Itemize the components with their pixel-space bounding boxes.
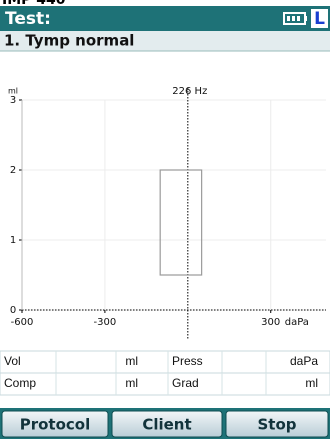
table-row: [0, 372, 330, 396]
button-label[interactable]: Client: [142, 416, 191, 434]
chart: 0 1 2 3ml -600 -300 300 daPa 226 Hz: [8, 86, 326, 340]
table-cell: ml: [305, 376, 318, 390]
table-cell: daPa: [290, 354, 318, 368]
x-tick-label: -300: [94, 317, 117, 328]
y-tick-label: 3: [10, 95, 16, 106]
header-bar: [0, 6, 330, 31]
y-tick-label: 1: [10, 235, 16, 246]
ear-box: [311, 9, 328, 28]
ear-indicator: L: [314, 9, 325, 29]
table-cell: ml: [125, 376, 138, 390]
table-cell: Comp: [4, 376, 36, 390]
battery-icon: [283, 12, 307, 25]
table-cell: Grad: [172, 376, 199, 390]
button[interactable]: [1, 410, 109, 438]
test-name: 1. Tymp normal: [4, 32, 134, 50]
device-name: IMP 440: [2, 0, 66, 8]
button-label[interactable]: Stop: [257, 416, 296, 434]
button[interactable]: [111, 410, 223, 438]
normal-region: [159, 169, 203, 276]
test-bar: [0, 31, 330, 51]
button-label[interactable]: Protocol: [20, 416, 91, 434]
y-unit: ml: [8, 87, 18, 96]
frequency: 226 Hz: [172, 86, 207, 97]
button[interactable]: [225, 410, 329, 438]
x-unit: daPa: [285, 317, 309, 328]
table-cell: ml: [125, 354, 138, 368]
y-tick-label: 0: [10, 305, 16, 316]
table-row: [0, 350, 330, 374]
table-cell: Vol: [4, 354, 21, 368]
buttons: Protocol Client Stop: [1, 410, 329, 438]
result-table: Vol ml Press daPa Comp ml Grad ml: [0, 350, 330, 396]
x-tick-label: 300: [261, 317, 280, 328]
y-tick-label: 2: [10, 165, 16, 176]
x-tick-label: -600: [11, 317, 34, 328]
table-cell: Press: [172, 354, 203, 368]
header-title: Test:: [5, 9, 51, 29]
